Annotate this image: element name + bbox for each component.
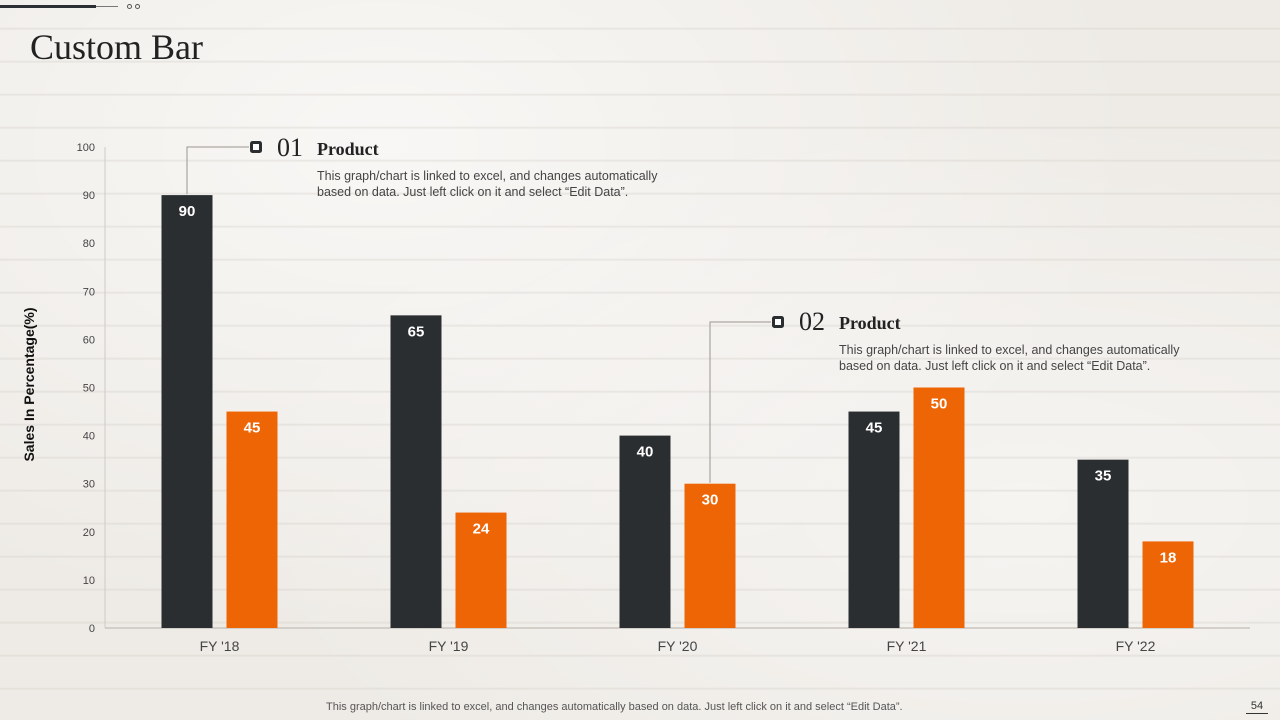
y-axis-label: Sales In Percentage(%) <box>21 307 37 461</box>
callout-connector-line <box>186 146 249 195</box>
callout-number: 02 <box>799 307 825 336</box>
y-tick-label: 40 <box>83 431 95 443</box>
y-tick-label: 70 <box>83 286 95 298</box>
callout-marker-icon-inner <box>253 144 259 150</box>
bar-value-label: 65 <box>408 323 425 340</box>
y-tick-label: 60 <box>83 334 95 346</box>
y-tick-label: 50 <box>83 383 95 395</box>
page-number: 54 <box>1246 700 1268 714</box>
decorative-dot-icon <box>135 4 140 9</box>
bar <box>1077 459 1129 628</box>
y-tick-label: 80 <box>83 238 95 250</box>
bar <box>455 512 507 628</box>
x-category-label: FY '22 <box>1116 638 1156 654</box>
callout-number: 01 <box>277 133 303 162</box>
y-tick-label: 10 <box>83 575 95 587</box>
bar <box>684 483 736 628</box>
title-accent-bar <box>0 5 96 8</box>
callout-heading: Product <box>317 139 379 159</box>
bar-value-label: 35 <box>1095 468 1112 485</box>
bar-value-label: 45 <box>866 420 883 437</box>
bar-value-label: 50 <box>931 396 948 413</box>
callout-heading: Product <box>839 313 901 333</box>
callout-description: This graph/chart is linked to excel, and… <box>839 343 1180 373</box>
bar-value-label: 24 <box>473 521 490 538</box>
bar <box>1142 541 1194 628</box>
callout-marker-icon-inner <box>775 319 781 325</box>
y-tick-label: 20 <box>83 527 95 539</box>
bar-value-label: 18 <box>1160 549 1177 566</box>
bar <box>161 195 213 628</box>
bar <box>913 387 965 628</box>
x-category-label: FY '19 <box>429 638 469 654</box>
y-tick-label: 90 <box>83 190 95 202</box>
y-tick-label: 30 <box>83 479 95 491</box>
title-accent-line <box>96 6 118 7</box>
bar-value-label: 40 <box>637 444 654 461</box>
footer-note: This graph/chart is linked to excel, and… <box>326 701 903 713</box>
bar-value-label: 30 <box>702 492 719 509</box>
bar <box>390 315 442 628</box>
decorative-dot-icon <box>127 4 132 9</box>
bar-value-label: 90 <box>179 203 196 220</box>
x-category-label: FY '18 <box>200 638 240 654</box>
bar <box>619 435 671 628</box>
y-tick-label: 0 <box>89 623 95 635</box>
bar-value-label: 45 <box>244 420 261 437</box>
callout-connector-line <box>709 321 771 483</box>
x-category-label: FY '20 <box>658 638 698 654</box>
callout-description: This graph/chart is linked to excel, and… <box>317 169 658 199</box>
bar <box>226 411 278 628</box>
x-category-label: FY '21 <box>887 638 927 654</box>
y-tick-label: 100 <box>77 142 95 154</box>
bar <box>848 411 900 628</box>
slide-title: Custom Bar <box>30 27 204 67</box>
